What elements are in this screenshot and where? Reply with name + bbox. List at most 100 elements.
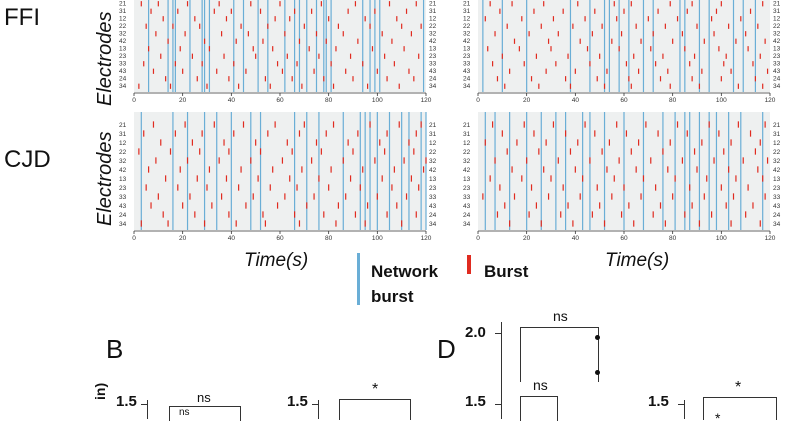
burst-mark — [345, 193, 347, 200]
burst-mark — [186, 1, 189, 7]
burst-mark — [315, 139, 318, 146]
burst-mark — [606, 166, 608, 173]
burst-mark — [698, 83, 701, 89]
burst-mark — [216, 68, 218, 74]
electrode-label-right: 23 — [773, 53, 781, 60]
burst-mark — [611, 38, 613, 44]
burst-mark — [745, 31, 747, 37]
electrode-label-right: 13 — [773, 176, 781, 183]
burst-mark — [689, 61, 691, 67]
panel-b-axis-2 — [318, 400, 319, 419]
x-tick-label: 0 — [476, 97, 480, 104]
burst-mark — [545, 68, 547, 74]
electrode-label-left: 22 — [119, 23, 127, 30]
burst-mark — [606, 68, 608, 74]
burst-mark — [218, 1, 220, 7]
burst-mark — [713, 31, 715, 37]
burst-mark — [415, 211, 417, 218]
burst-mark — [745, 211, 747, 218]
burst-mark — [418, 53, 420, 59]
electrode-label-right: 43 — [773, 68, 781, 75]
burst-mark — [148, 166, 150, 173]
burst-mark — [354, 211, 357, 218]
burst-mark — [298, 130, 301, 137]
electrode-label-left: 13 — [119, 46, 127, 53]
burst-mark — [684, 46, 686, 52]
burst-mark — [691, 1, 693, 7]
burst-mark — [228, 76, 230, 82]
burst-mark — [574, 166, 576, 173]
electrode-label-right: 33 — [773, 61, 781, 68]
burst-mark — [521, 175, 523, 182]
burst-mark — [252, 193, 254, 200]
burst-mark — [547, 193, 550, 200]
burst-mark — [735, 175, 737, 182]
burst-mark — [359, 184, 361, 191]
electrode-label-right: 13 — [429, 46, 437, 53]
burst-mark — [233, 130, 235, 137]
x-tick-label: 40 — [228, 235, 236, 242]
electrode-label-right: 22 — [429, 23, 437, 30]
burst-mark — [681, 157, 683, 164]
burst-mark — [201, 61, 203, 67]
panel-d-axis-2 — [684, 400, 685, 419]
burst-mark — [506, 148, 508, 155]
burst-mark — [228, 211, 230, 218]
electrode-label-left: 12 — [119, 140, 127, 147]
electrode-label-left: 23 — [119, 185, 127, 192]
electrode-label-left: 24 — [463, 76, 471, 83]
burst-mark — [140, 1, 142, 7]
burst-mark — [235, 220, 237, 227]
burst-mark — [225, 16, 228, 22]
burst-mark — [569, 83, 572, 89]
burst-mark — [311, 157, 313, 164]
burst-mark — [501, 130, 503, 137]
electrode-label-right: 22 — [773, 23, 781, 30]
burst-mark — [328, 16, 330, 22]
electrode-label-right: 32 — [429, 31, 437, 38]
row-label-cjd: CJD — [4, 146, 51, 173]
x-axis-label-left: Time(s) — [244, 250, 309, 271]
burst-mark — [630, 148, 632, 155]
x-tick-label: 20 — [523, 235, 531, 242]
burst-mark — [167, 220, 169, 227]
panel-b-bracket — [169, 406, 241, 421]
burst-mark — [693, 148, 696, 155]
burst-mark — [538, 83, 540, 89]
burst-mark — [155, 31, 157, 37]
burst-mark — [523, 61, 525, 67]
electrode-label-right: 12 — [429, 140, 437, 147]
x-tick-label: 20 — [179, 235, 187, 242]
burst-mark — [582, 175, 584, 182]
burst-mark — [579, 38, 581, 44]
burst-mark — [252, 46, 254, 52]
burst-mark — [640, 193, 642, 200]
plot-background — [134, 0, 426, 92]
burst-mark — [596, 184, 598, 191]
electrode-label-right: 13 — [773, 46, 781, 53]
x-axis-label-right: Time(s) — [605, 250, 670, 271]
burst-mark — [221, 193, 223, 200]
burst-mark — [410, 31, 412, 37]
burst-mark — [599, 53, 601, 59]
burst-mark — [398, 121, 400, 128]
burst-mark — [233, 61, 235, 67]
burst-mark — [410, 175, 412, 182]
burst-mark — [725, 53, 727, 59]
burst-mark — [543, 1, 545, 7]
x-tick-label: 0 — [476, 235, 480, 242]
x-tick-label: 60 — [276, 235, 284, 242]
burst-mark — [672, 38, 674, 44]
burst-mark — [703, 38, 705, 44]
electrode-label-left: 33 — [119, 61, 127, 68]
electrode-label-left: 13 — [463, 176, 471, 183]
burst-mark — [415, 1, 417, 7]
burst-mark — [601, 148, 603, 155]
y-axis-label-ffi: Electrodes — [94, 11, 116, 107]
burst-mark — [650, 46, 652, 52]
burst-mark — [318, 53, 320, 59]
burst-mark — [184, 31, 186, 37]
burst-mark — [638, 68, 640, 74]
electrode-label-right: 32 — [773, 158, 781, 165]
burst-mark — [720, 184, 722, 191]
